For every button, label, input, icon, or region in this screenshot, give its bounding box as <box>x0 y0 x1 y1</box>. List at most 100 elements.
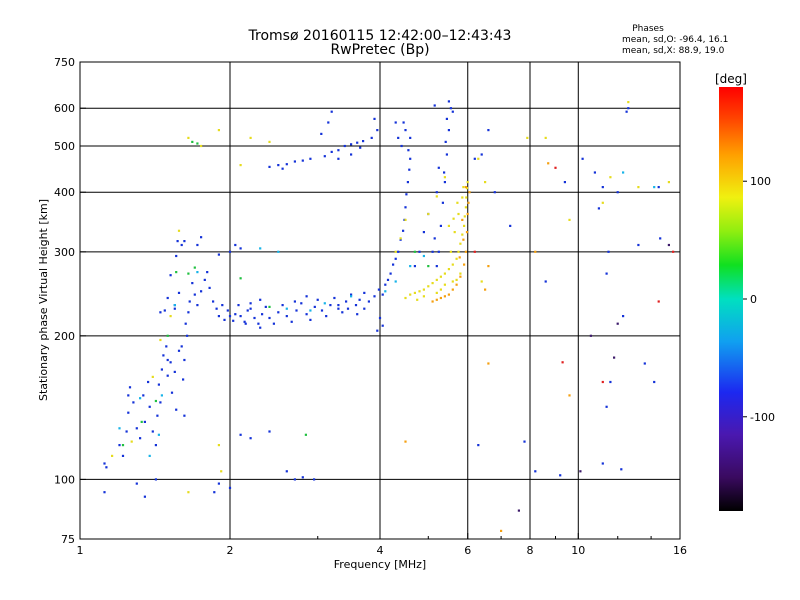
data-point <box>159 338 162 342</box>
data-point <box>268 140 271 143</box>
data-point <box>160 368 163 371</box>
data-point <box>139 397 142 400</box>
data-point <box>130 440 133 443</box>
data-point <box>221 304 224 307</box>
data-point <box>534 470 537 473</box>
data-point <box>183 414 186 417</box>
data-point <box>157 433 160 436</box>
data-point <box>285 307 288 310</box>
data-point <box>309 157 312 160</box>
data-point <box>217 444 220 447</box>
x-axis-ticks: 1 2 4 6 8 10 16 <box>77 533 687 557</box>
data-point <box>200 290 203 293</box>
data-point <box>477 444 480 447</box>
y-axis-label: Stationary phase Virtual Height [km] <box>37 199 50 401</box>
data-point <box>462 186 465 189</box>
data-point <box>259 326 262 329</box>
data-point <box>243 320 246 323</box>
data-point <box>384 290 387 293</box>
data-point <box>253 316 256 320</box>
data-point <box>394 250 397 253</box>
data-point <box>427 285 430 288</box>
data-point <box>313 478 316 481</box>
data-point <box>103 491 106 494</box>
data-point <box>186 334 189 337</box>
data-point <box>177 229 181 232</box>
data-point <box>622 171 625 174</box>
data-point <box>206 271 209 274</box>
data-point <box>451 288 454 291</box>
data-point <box>609 380 612 384</box>
data-point <box>341 311 344 314</box>
data-point <box>163 309 166 312</box>
data-point <box>463 215 466 218</box>
data-point <box>367 300 370 303</box>
data-point <box>162 354 165 357</box>
colorbar-ticks: 100 0 -100 <box>743 175 775 424</box>
data-point <box>559 474 562 477</box>
data-point <box>301 159 304 162</box>
data-point <box>268 165 271 168</box>
data-point <box>159 311 162 314</box>
data-point <box>293 478 296 481</box>
data-point <box>166 334 169 337</box>
data-point <box>561 361 564 364</box>
data-point <box>404 129 407 132</box>
data-point <box>217 482 220 485</box>
data-point <box>223 318 226 321</box>
data-point <box>213 491 216 494</box>
data-point <box>461 218 464 221</box>
data-point <box>443 283 446 286</box>
data-point <box>451 110 454 113</box>
data-point <box>175 271 178 274</box>
data-point <box>416 298 419 301</box>
data-point <box>290 320 293 323</box>
x-tick-label: 16 <box>673 544 687 557</box>
data-point <box>261 313 264 316</box>
data-point <box>422 288 425 291</box>
colorbar-unit-label: [deg] <box>715 72 747 86</box>
data-point <box>422 231 425 234</box>
data-point <box>143 495 146 498</box>
data-point <box>203 278 206 281</box>
data-point <box>653 380 656 384</box>
data-point <box>127 394 130 397</box>
data-point <box>337 304 340 307</box>
data-point <box>456 201 459 204</box>
data-point <box>193 266 196 269</box>
data-point <box>309 318 312 321</box>
data-point <box>447 293 450 296</box>
data-point <box>455 283 458 286</box>
data-point <box>435 291 438 294</box>
data-point <box>217 315 220 318</box>
data-point <box>544 280 547 283</box>
data-point <box>579 470 582 473</box>
data-point <box>487 362 490 365</box>
y-tick-label: 750 <box>54 56 75 69</box>
data-point <box>249 437 252 440</box>
data-point <box>609 176 612 179</box>
data-point <box>433 104 436 107</box>
data-point <box>257 322 260 325</box>
data-point <box>337 149 340 152</box>
data-point <box>183 240 186 243</box>
data-point <box>239 315 242 318</box>
data-point <box>613 356 616 359</box>
data-point <box>444 140 447 143</box>
y-axis-ticks: 75 100 200 300 400 500 600 750 <box>54 56 86 546</box>
data-point <box>672 250 675 253</box>
data-point <box>175 408 178 411</box>
data-point <box>404 440 407 443</box>
data-point <box>154 478 157 481</box>
data-point <box>187 311 190 314</box>
data-point <box>378 316 382 320</box>
data-point <box>193 293 196 296</box>
data-point <box>667 181 670 184</box>
y-tick-label: 500 <box>54 140 75 153</box>
data-point <box>384 283 387 286</box>
data-point <box>408 168 411 171</box>
data-point <box>121 454 125 457</box>
data-point <box>443 171 446 174</box>
data-point <box>356 141 359 144</box>
data-point <box>285 315 288 318</box>
